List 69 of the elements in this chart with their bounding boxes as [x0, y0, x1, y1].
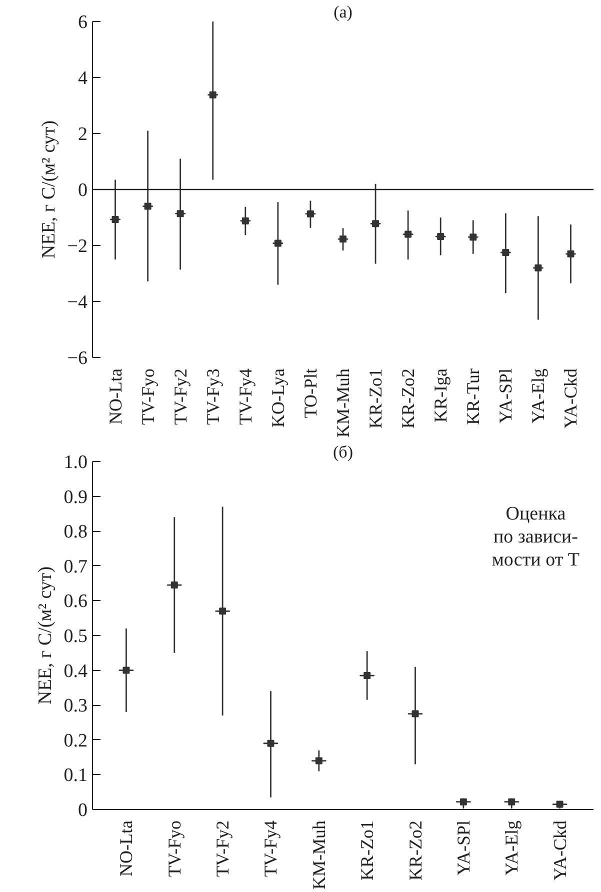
point	[170, 582, 178, 589]
x-tick-label: YA-Ckd	[550, 820, 570, 881]
y-tick-label: 0	[78, 800, 88, 821]
y-tick-label: 0.1	[64, 765, 88, 786]
x-tick-label: YA-Elg	[528, 368, 548, 424]
y-tick-label: −2	[67, 236, 88, 257]
annotation: Оценка по зависи- мости от T	[492, 503, 580, 570]
y-tick-label: 4	[78, 68, 88, 89]
y-tick-label: 1.0	[64, 452, 88, 473]
point	[508, 798, 516, 806]
point	[274, 240, 282, 247]
point	[534, 264, 542, 272]
point	[567, 250, 574, 258]
x-tick-label: YA-SPl	[453, 820, 474, 876]
chart-title: (a)	[334, 2, 352, 22]
x-tick-label: TV-Fy2	[212, 820, 233, 877]
y-tick-label: 6	[78, 12, 88, 33]
x-tick-label: KR-Zo1	[357, 820, 378, 880]
point	[372, 220, 380, 228]
x-tick-label: TV-Fy3	[202, 368, 223, 425]
y-tick-label: 0.2	[64, 730, 88, 752]
x-tick-label: KR-Zo2	[398, 368, 418, 428]
x-tick-label: NO-Lta	[105, 368, 126, 424]
x-tick-label: TV-Fy2	[170, 368, 190, 425]
point	[267, 740, 274, 747]
point	[122, 666, 130, 674]
y-tick-label: 0.7	[64, 556, 88, 578]
x-tick-label: YA-Ckd	[560, 368, 581, 429]
y-tick-label: −4	[67, 292, 88, 313]
x-tick-label: KM-Muh	[308, 820, 329, 890]
point	[556, 800, 564, 808]
point	[502, 249, 510, 256]
x-tick-label: KO-Lya	[268, 368, 288, 428]
x-tick-label: KR-Zo2	[405, 820, 426, 880]
point	[437, 233, 444, 240]
x-tick-label: NO-Lta	[116, 820, 136, 876]
x-tick-label: TV-Fy4	[260, 820, 281, 877]
x-tick-label: KR-Tur	[463, 368, 484, 425]
point	[412, 710, 419, 718]
x-tick-label: TV-Fy4	[235, 368, 256, 425]
x-tick-label: TO-Plt	[300, 368, 320, 418]
chart-title: (б)	[333, 442, 353, 462]
point	[364, 672, 371, 680]
y-tick-label: 0.8	[64, 522, 88, 543]
point	[470, 234, 477, 241]
point	[219, 608, 226, 615]
y-tick-label: 2	[78, 124, 88, 145]
point	[144, 202, 152, 210]
point	[112, 216, 119, 223]
point	[460, 798, 467, 806]
x-tick-label: YA-Elg	[502, 820, 522, 876]
x-tick-label: TV-Fyo	[164, 820, 184, 877]
x-tick-label: TV-Fyo	[138, 368, 158, 425]
y-axis-title: NEE, г C/(м² сут)	[34, 566, 56, 705]
y-axis-title: NEE, г C/(м² сут)	[38, 120, 60, 259]
x-tick-label: KM-Muh	[333, 368, 353, 438]
point	[209, 91, 216, 98]
y-tick-label: 0.9	[64, 486, 88, 508]
x-tick-label: KR-Zo1	[366, 368, 386, 428]
x-tick-label: KR-Iga	[430, 368, 451, 422]
y-tick-label: 0	[78, 180, 88, 201]
point	[404, 230, 412, 238]
y-tick-label: 0.3	[64, 696, 88, 717]
y-tick-label: 0.4	[64, 660, 88, 682]
y-tick-label: 0.6	[64, 591, 88, 612]
x-tick-label: YA-SPl	[496, 368, 516, 424]
y-tick-label: −6	[67, 348, 88, 369]
point	[176, 210, 184, 218]
y-tick-label: 0.5	[64, 626, 88, 647]
